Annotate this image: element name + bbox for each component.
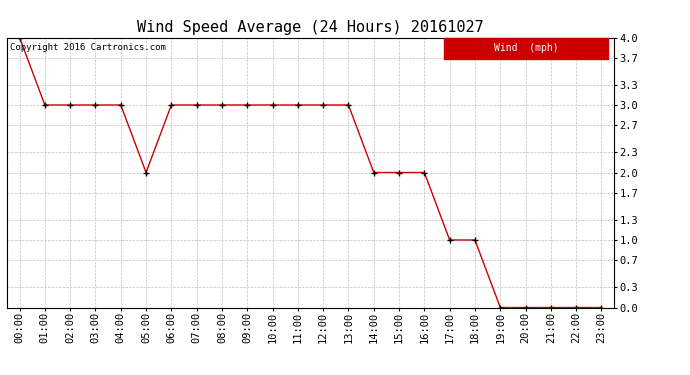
- Text: Wind  (mph): Wind (mph): [494, 43, 558, 53]
- Text: Copyright 2016 Cartronics.com: Copyright 2016 Cartronics.com: [10, 43, 166, 52]
- Title: Wind Speed Average (24 Hours) 20161027: Wind Speed Average (24 Hours) 20161027: [137, 20, 484, 35]
- FancyBboxPatch shape: [444, 38, 608, 59]
